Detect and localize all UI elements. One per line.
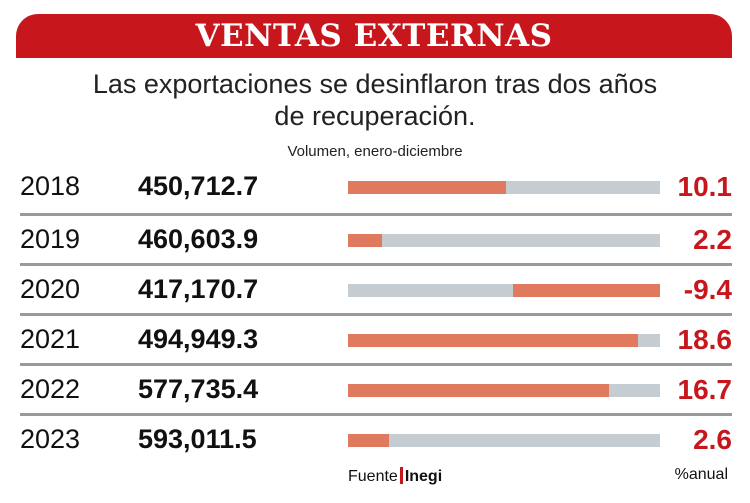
chart-row: 2021 494,949.3 18.6 [20,313,732,363]
bar-fill [348,234,382,247]
bar-track [348,181,660,194]
bar-track [348,384,660,397]
chart-row: 2022 577,735.4 16.7 [20,363,732,413]
chart-row: 2023 593,011.5 2.6 [20,413,732,463]
bar-fill [348,434,389,447]
bar-track [348,334,660,347]
bar-track [348,284,660,297]
pct-value: 2.2 [693,224,732,255]
bar-fill [513,284,660,297]
bar-fill [348,334,638,347]
source-credit: Fuente Inegi [348,467,442,486]
subtitle-line-2: de recuperación. [274,101,476,131]
pct-unit-label: %anual [674,466,728,483]
source-separator [399,467,403,484]
volume-value: 460,603.9 [138,224,259,254]
chart-rows: 2018 450,712.7 10.1 2019 460,603.9 2.2 2020 417… [20,163,732,463]
pct-value: 2.6 [693,424,732,455]
bar-fill [348,181,506,194]
source-label: Fuente [348,468,398,485]
year-label: 2022 [20,374,81,404]
year-label: 2020 [20,274,81,304]
bar-fill [348,384,609,397]
pct-value: 18.6 [677,324,733,355]
bar-track [348,434,660,447]
title-banner: VENTAS EXTERNAS [16,14,732,58]
unit-label: Volumen, enero-diciembre [287,143,463,160]
bar-track [348,234,660,247]
volume-value: 494,949.3 [138,324,259,354]
chart-title: VENTAS EXTERNAS [195,18,553,54]
year-label: 2023 [20,424,81,454]
chart-row: 2020 417,170.7 -9.4 [20,263,732,313]
pct-value: 10.1 [677,171,733,202]
subtitle-line-1: Las exportaciones se desinflaron tras do… [92,69,658,99]
pct-value: -9.4 [683,274,732,305]
year-label: 2021 [20,324,81,354]
chart-subtitle: Las exportaciones se desinflaron tras do… [0,68,750,132]
chart-row: 2018 450,712.7 10.1 [20,163,732,213]
year-label: 2018 [20,171,81,201]
volume-value: 450,712.7 [138,171,259,201]
volume-value: 577,735.4 [138,374,259,404]
pct-value: 16.7 [677,374,733,405]
volume-value: 417,170.7 [138,274,259,304]
chart-row: 2019 460,603.9 2.2 [20,213,732,263]
year-label: 2019 [20,224,81,254]
source-org: Inegi [404,468,443,485]
volume-value: 593,011.5 [138,424,257,454]
